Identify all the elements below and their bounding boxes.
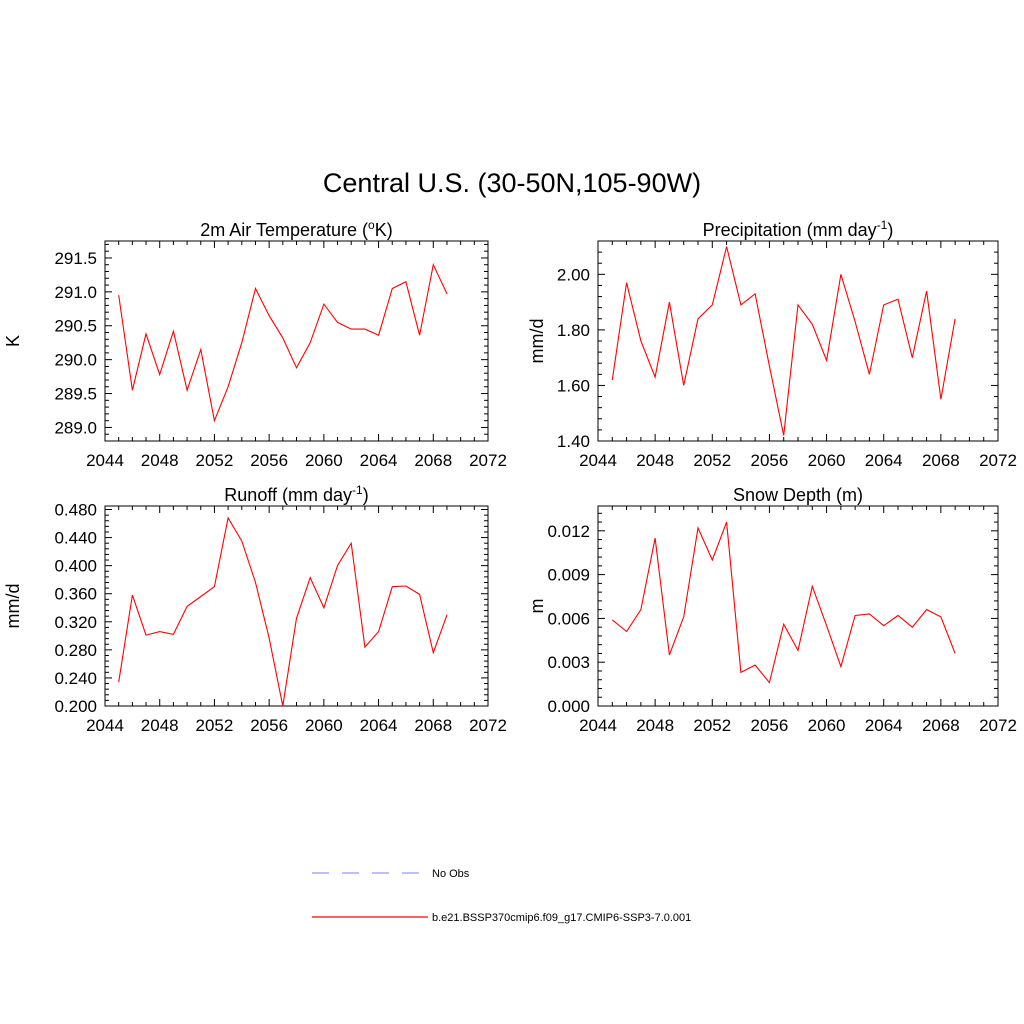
x-tick-label: 2072 [979, 451, 1017, 470]
x-tick-label: 2068 [414, 716, 452, 735]
y-tick-label: 291.0 [54, 283, 97, 302]
y-tick-label: 1.60 [557, 376, 590, 395]
series-line [611, 521, 956, 684]
x-tick-label: 2064 [865, 716, 903, 735]
x-tick-label: 2072 [979, 716, 1017, 735]
x-tick-label: 2060 [305, 716, 343, 735]
x-tick-label: 2052 [693, 716, 731, 735]
panel-title-suffix: ) [887, 220, 893, 240]
series-line [118, 516, 448, 707]
panel-snow-depth: 2044 2048 2052 2056 2060 2064 2068 2072 0.000 0.0… [527, 485, 1017, 735]
x-tick-label: 2072 [469, 451, 507, 470]
x-tick-label: 2068 [414, 451, 452, 470]
x-tick-label: 2052 [196, 451, 234, 470]
plot-frame [104, 505, 489, 707]
y-tick-label: 0.360 [54, 585, 97, 604]
y-tick-label: 289.0 [54, 418, 97, 437]
x-tick-label: 2060 [305, 451, 343, 470]
y-tick-label: 0.012 [547, 522, 590, 541]
panel-title-superscript: -1 [352, 483, 363, 497]
x-tick-label: 2064 [360, 451, 398, 470]
y-tick-label: 290.5 [54, 317, 97, 336]
panel-title: 2m Air Temperature (oK) [200, 218, 392, 240]
x-tick-label: 2044 [579, 716, 617, 735]
legend: No Obs b.e21.BSSP370cmip6.f09_g17.CMIP6-S… [312, 868, 691, 924]
x-tick-label: 2064 [865, 451, 903, 470]
x-tick-label: 2044 [86, 716, 124, 735]
panel-title-superscript: o [368, 218, 375, 232]
x-tick-label: 2048 [636, 716, 674, 735]
x-tick-label: 2048 [141, 716, 179, 735]
y-tick-label: 0.320 [54, 613, 97, 632]
panel-title-suffix: K) [375, 220, 393, 240]
panel-title-text: Runoff (mm day [224, 485, 352, 505]
x-tick-label: 2044 [86, 451, 124, 470]
panel-runoff: 2044 2048 2052 2056 2060 2064 2068 2072 0.200 0.2… [3, 483, 507, 735]
panel-title: Snow Depth (m) [733, 485, 863, 505]
panel-title-text: 2m Air Temperature ( [200, 220, 368, 240]
x-tick-label: 2052 [693, 451, 731, 470]
plot-frame [104, 240, 489, 442]
x-tick-label: 2072 [469, 716, 507, 735]
panel-title: Precipitation (mm day-1) [703, 218, 894, 240]
series-line [611, 246, 956, 436]
y-tick-label: 0.003 [547, 653, 590, 672]
series-line [118, 262, 448, 423]
x-tick-label: 2068 [922, 716, 960, 735]
plot-frame [597, 505, 999, 707]
panel-title-superscript: -1 [877, 218, 888, 232]
panel-title-suffix: ) [363, 485, 369, 505]
x-tick-label: 2064 [360, 716, 398, 735]
plot-frame [597, 240, 999, 442]
y-tick-label: 290.0 [54, 351, 97, 370]
y-axis-label: K [3, 335, 23, 347]
y-axis-label: mm/d [527, 319, 547, 364]
y-tick-label: 1.80 [557, 321, 590, 340]
x-tick-label: 2044 [579, 451, 617, 470]
x-tick-label: 2056 [250, 451, 288, 470]
y-tick-label: 291.5 [54, 249, 97, 268]
y-tick-label: 0.200 [54, 697, 97, 716]
y-tick-label: 0.280 [54, 641, 97, 660]
y-tick-label: 0.006 [547, 609, 590, 628]
panel-air-temperature: 2044 2048 2052 2056 2060 2064 2068 2072 289.0 289… [3, 218, 507, 470]
y-tick-label: 0.240 [54, 669, 97, 688]
y-tick-label: 0.440 [54, 529, 97, 548]
x-tick-label: 2068 [922, 451, 960, 470]
x-tick-label: 2056 [250, 716, 288, 735]
legend-label: No Obs [432, 868, 470, 880]
x-tick-label: 2052 [196, 716, 234, 735]
y-axis-label: m [527, 599, 547, 614]
y-tick-label: 0.480 [54, 501, 97, 520]
y-axis-label: mm/d [3, 584, 23, 629]
legend-label: b.e21.BSSP370cmip6.f09_g17.CMIP6-SSP3-7.… [432, 912, 691, 924]
x-tick-label: 2060 [808, 716, 846, 735]
y-tick-label: 0.009 [547, 566, 590, 585]
y-tick-label: 0.400 [54, 557, 97, 576]
panel-title-text: Precipitation (mm day [703, 220, 877, 240]
y-tick-label: 2.00 [557, 265, 590, 284]
panel-precipitation: 2044 2048 2052 2056 2060 2064 2068 2072 1.40 1.60… [527, 218, 1017, 470]
x-tick-label: 2048 [141, 451, 179, 470]
y-tick-label: 0.000 [547, 697, 590, 716]
x-tick-label: 2056 [751, 716, 789, 735]
panel-title: Runoff (mm day-1) [224, 483, 368, 505]
panel-title-text: Snow Depth (m) [733, 485, 863, 505]
x-tick-label: 2060 [808, 451, 846, 470]
y-tick-label: 1.40 [557, 432, 590, 451]
x-tick-label: 2048 [636, 451, 674, 470]
main-title: Central U.S. (30-50N,105-90W) [322, 168, 702, 198]
x-tick-label: 2056 [751, 451, 789, 470]
y-tick-label: 289.5 [54, 385, 97, 404]
